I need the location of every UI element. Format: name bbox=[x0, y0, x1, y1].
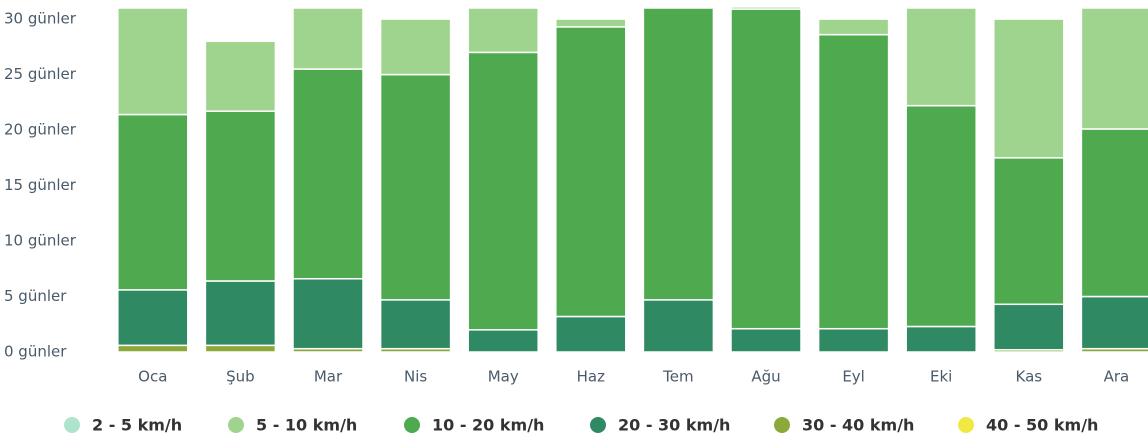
bar-segment bbox=[905, 325, 977, 353]
y-tick-label: 20 günler bbox=[4, 121, 77, 139]
x-tick-label: Ara bbox=[1104, 368, 1130, 386]
bar-segment bbox=[730, 6, 802, 10]
legend-label: 30 - 40 km/h bbox=[802, 416, 914, 435]
bar-segment bbox=[730, 8, 802, 330]
bar-segment bbox=[1080, 128, 1148, 298]
legend-label: 5 - 10 km/h bbox=[256, 416, 357, 435]
x-tick-label: Eyl bbox=[842, 368, 865, 386]
bar-segment bbox=[292, 7, 364, 70]
bar-segment bbox=[642, 7, 715, 301]
legend-label: 40 - 50 km/h bbox=[986, 416, 1098, 435]
bar-segment bbox=[204, 280, 277, 347]
x-tick-label: Haz bbox=[577, 368, 605, 386]
legend-swatch bbox=[590, 417, 606, 433]
bar-segment bbox=[379, 73, 452, 301]
bar-segment bbox=[292, 68, 364, 280]
y-tick-label: 5 günler bbox=[4, 287, 67, 305]
bar-segment bbox=[1080, 7, 1148, 130]
legend-swatch bbox=[64, 417, 80, 433]
bar-segment bbox=[905, 104, 977, 328]
bar-segment bbox=[467, 7, 539, 54]
bar-segment bbox=[204, 344, 277, 353]
x-tick-label: Ağu bbox=[751, 368, 780, 386]
y-tick-label: 0 günler bbox=[4, 343, 67, 361]
bar-segment bbox=[993, 18, 1065, 159]
x-tick-label: Oca bbox=[138, 368, 167, 386]
y-tick-label: 15 günler bbox=[4, 176, 77, 194]
bar-segment bbox=[905, 7, 977, 107]
bar-segment bbox=[642, 299, 715, 353]
legend-swatch bbox=[404, 417, 420, 433]
x-tick-label: Şub bbox=[226, 368, 255, 386]
y-tick-label: 25 günler bbox=[4, 65, 77, 83]
x-tick-label: Tem bbox=[662, 368, 693, 386]
bar-segment bbox=[993, 157, 1065, 306]
legend-swatch bbox=[958, 417, 974, 433]
x-tick-label: Nis bbox=[404, 368, 427, 386]
bar-segment bbox=[555, 26, 627, 318]
bar-segment bbox=[117, 7, 189, 116]
bar-segment bbox=[555, 315, 627, 353]
bar-segment bbox=[817, 327, 890, 353]
y-tick-label: 10 günler bbox=[4, 232, 77, 250]
bar-segment bbox=[204, 110, 277, 282]
bar-segment bbox=[730, 327, 802, 353]
bar-segment bbox=[993, 303, 1065, 351]
x-tick-label: Mar bbox=[314, 368, 343, 386]
legend-label: 20 - 30 km/h bbox=[618, 416, 730, 435]
bar-segment bbox=[467, 329, 539, 353]
legend-swatch bbox=[228, 417, 244, 433]
legend-swatch bbox=[774, 417, 790, 433]
bar-segment bbox=[379, 299, 452, 350]
x-tick-label: Kas bbox=[1016, 368, 1043, 386]
bar-segment bbox=[1080, 295, 1148, 350]
x-tick-label: Eki bbox=[930, 368, 952, 386]
bar-segment bbox=[204, 40, 277, 112]
legend-label: 10 - 20 km/h bbox=[432, 416, 544, 435]
bar-segment bbox=[117, 344, 189, 353]
bar-segment bbox=[117, 289, 189, 347]
bar-segment bbox=[379, 18, 452, 76]
bar-segment bbox=[292, 278, 364, 350]
y-tick-label: 30 günler bbox=[4, 10, 77, 28]
bar-segment bbox=[817, 33, 890, 330]
bar-segment bbox=[117, 113, 189, 291]
bar-segment bbox=[817, 18, 890, 36]
x-tick-label: May bbox=[488, 368, 519, 386]
legend-label: 2 - 5 km/h bbox=[92, 416, 182, 435]
bar-segment bbox=[467, 51, 539, 331]
bar-segment bbox=[555, 18, 627, 28]
